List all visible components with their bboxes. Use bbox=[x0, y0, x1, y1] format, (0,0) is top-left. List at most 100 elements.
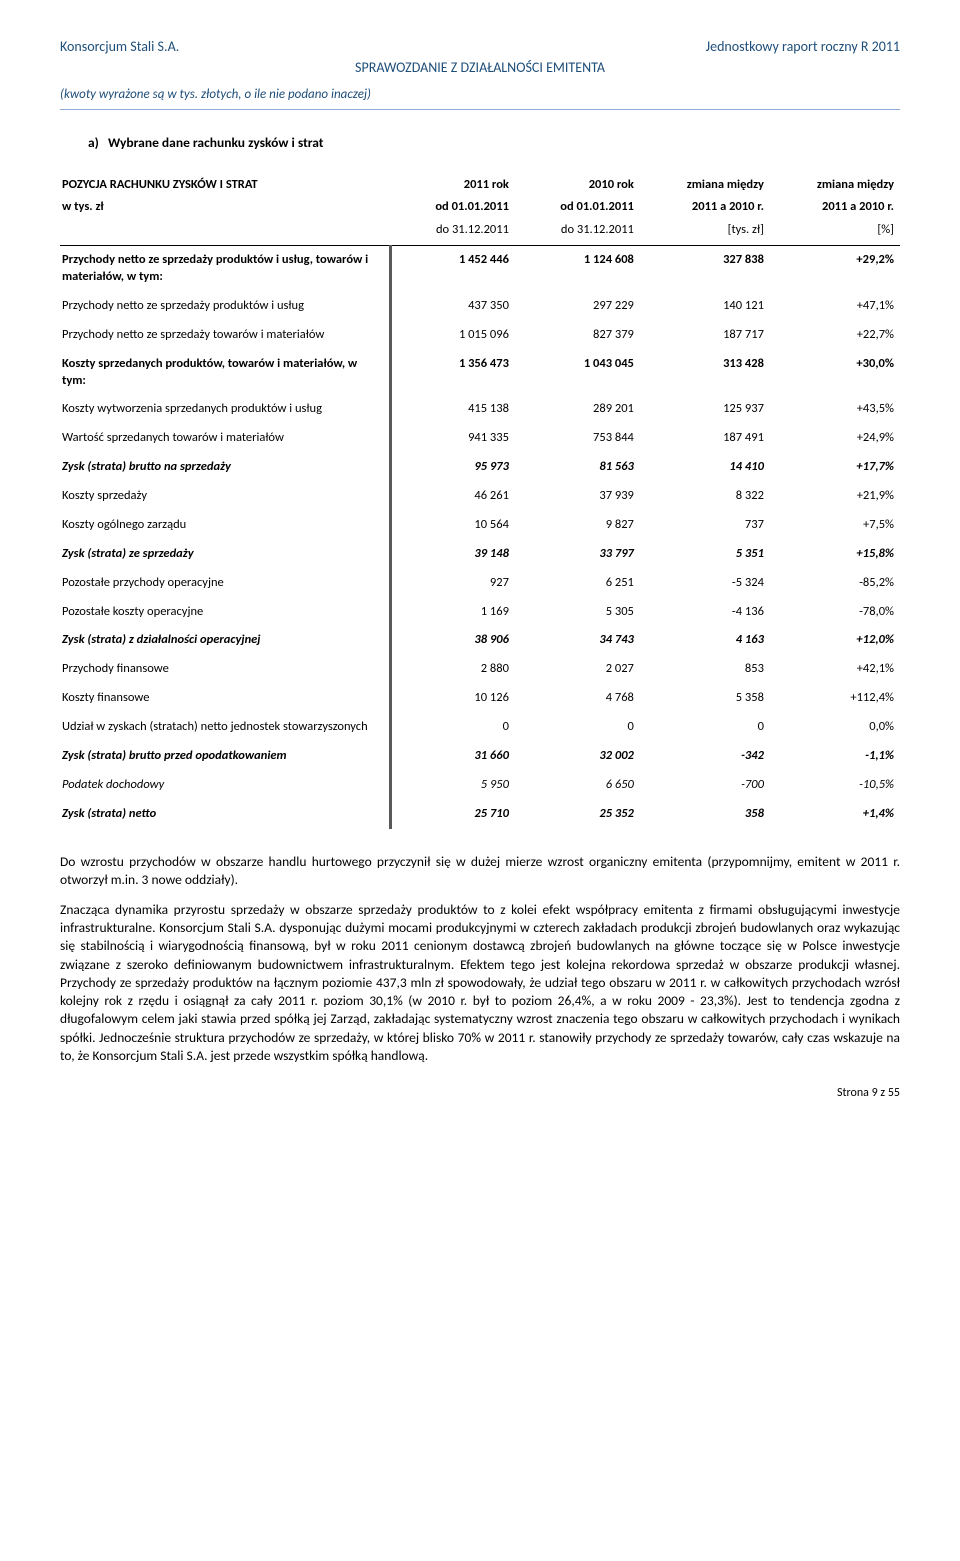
row-label: Zysk (strata) ze sprzedaży bbox=[60, 540, 390, 569]
row-value: -10,5% bbox=[770, 771, 900, 800]
row-value: 8 322 bbox=[640, 482, 770, 511]
row-label: Koszty sprzedanych produktów, towarów i … bbox=[60, 350, 390, 396]
row-value: +112,4% bbox=[770, 684, 900, 713]
table-row: Koszty sprzedaży46 26137 9398 322+21,9% bbox=[60, 482, 900, 511]
col-2010-bot: do 31.12.2011 bbox=[515, 216, 640, 245]
row-label: Przychody netto ze sprzedaży produktów i… bbox=[60, 292, 390, 321]
row-value: 1 043 045 bbox=[515, 350, 640, 396]
row-value: 32 002 bbox=[515, 742, 640, 771]
table-row: Udział w zyskach (stratach) netto jednos… bbox=[60, 713, 900, 742]
col-label-bot: w tys. zł bbox=[60, 193, 390, 216]
table-row: Przychody finansowe2 8802 027853+42,1% bbox=[60, 655, 900, 684]
row-label: Przychody netto ze sprzedaży towarów i m… bbox=[60, 321, 390, 350]
row-value: -78,0% bbox=[770, 598, 900, 627]
row-label: Koszty sprzedaży bbox=[60, 482, 390, 511]
row-label: Koszty ogólnego zarządu bbox=[60, 511, 390, 540]
row-value: 1 015 096 bbox=[390, 321, 515, 350]
row-value: 37 939 bbox=[515, 482, 640, 511]
row-value: 297 229 bbox=[515, 292, 640, 321]
table-row: Zysk (strata) brutto na sprzedaży95 9738… bbox=[60, 453, 900, 482]
row-value: 25 352 bbox=[515, 800, 640, 829]
header-divider bbox=[60, 109, 900, 110]
row-value: +47,1% bbox=[770, 292, 900, 321]
col-diff-abs-top: zmiana między bbox=[640, 171, 770, 194]
row-value: 1 124 608 bbox=[515, 246, 640, 292]
table-row: Zysk (strata) z działalności operacyjnej… bbox=[60, 626, 900, 655]
row-value: 6 251 bbox=[515, 569, 640, 598]
row-value: 927 bbox=[390, 569, 515, 598]
row-label: Koszty wytworzenia sprzedanych produktów… bbox=[60, 395, 390, 424]
row-value: 38 906 bbox=[390, 626, 515, 655]
row-value: 46 261 bbox=[390, 482, 515, 511]
col-label-top: POZYCJA RACHUNKU ZYSKÓW I STRAT bbox=[60, 171, 390, 194]
table-row: Podatek dochodowy5 9506 650-700-10,5% bbox=[60, 771, 900, 800]
row-value: +21,9% bbox=[770, 482, 900, 511]
section-letter: a) bbox=[88, 134, 99, 151]
col-2011-top: 2011 rok bbox=[390, 171, 515, 194]
row-value: 25 710 bbox=[390, 800, 515, 829]
col-diff-pct-mid: 2011 a 2010 r. bbox=[770, 193, 900, 216]
row-label: Przychody finansowe bbox=[60, 655, 390, 684]
row-value: 125 937 bbox=[640, 395, 770, 424]
table-row: Zysk (strata) ze sprzedaży39 14833 7975 … bbox=[60, 540, 900, 569]
row-value: 140 121 bbox=[640, 292, 770, 321]
col-diff-pct-top: zmiana między bbox=[770, 171, 900, 194]
row-value: -342 bbox=[640, 742, 770, 771]
row-value: 415 138 bbox=[390, 395, 515, 424]
col-2010-top: 2010 rok bbox=[515, 171, 640, 194]
row-label: Koszty finansowe bbox=[60, 684, 390, 713]
row-value: 313 428 bbox=[640, 350, 770, 396]
row-value: +29,2% bbox=[770, 246, 900, 292]
row-value: 5 305 bbox=[515, 598, 640, 627]
paragraph-2: Znacząca dynamika przyrostu sprzedaży w … bbox=[60, 901, 900, 1065]
income-statement-table: POZYCJA RACHUNKU ZYSKÓW I STRAT 2011 rok… bbox=[60, 171, 900, 829]
row-value: 4 768 bbox=[515, 684, 640, 713]
row-value: -700 bbox=[640, 771, 770, 800]
row-value: 39 148 bbox=[390, 540, 515, 569]
row-value: +24,9% bbox=[770, 424, 900, 453]
col-empty bbox=[60, 216, 390, 245]
row-value: 187 717 bbox=[640, 321, 770, 350]
row-value: 1 356 473 bbox=[390, 350, 515, 396]
table-row: Przychody netto ze sprzedaży produktów i… bbox=[60, 292, 900, 321]
row-value: +7,5% bbox=[770, 511, 900, 540]
table-row: Przychody netto ze sprzedaży towarów i m… bbox=[60, 321, 900, 350]
row-value: 0 bbox=[640, 713, 770, 742]
row-value: 0 bbox=[515, 713, 640, 742]
row-value: 10 126 bbox=[390, 684, 515, 713]
row-value: 1 452 446 bbox=[390, 246, 515, 292]
row-value: 14 410 bbox=[640, 453, 770, 482]
row-value: -5 324 bbox=[640, 569, 770, 598]
row-value: 5 351 bbox=[640, 540, 770, 569]
row-value: 327 838 bbox=[640, 246, 770, 292]
row-value: 827 379 bbox=[515, 321, 640, 350]
row-label: Zysk (strata) z działalności operacyjnej bbox=[60, 626, 390, 655]
row-value: 0 bbox=[390, 713, 515, 742]
col-diff-abs-bot: [tys. zł] bbox=[640, 216, 770, 245]
row-value: 187 491 bbox=[640, 424, 770, 453]
section-name: Wybrane dane rachunku zysków i strat bbox=[108, 134, 323, 151]
row-value: +15,8% bbox=[770, 540, 900, 569]
row-value: 5 950 bbox=[390, 771, 515, 800]
row-value: +1,4% bbox=[770, 800, 900, 829]
row-value: 10 564 bbox=[390, 511, 515, 540]
table-row: Zysk (strata) netto25 71025 352358+1,4% bbox=[60, 800, 900, 829]
paragraph-1: Do wzrostu przychodów w obszarze handlu … bbox=[60, 853, 900, 889]
row-label: Zysk (strata) brutto przed opodatkowanie… bbox=[60, 742, 390, 771]
row-value: +17,7% bbox=[770, 453, 900, 482]
row-value: +30,0% bbox=[770, 350, 900, 396]
row-value: 1 169 bbox=[390, 598, 515, 627]
row-value: 358 bbox=[640, 800, 770, 829]
col-diff-abs-mid: 2011 a 2010 r. bbox=[640, 193, 770, 216]
row-value: 6 650 bbox=[515, 771, 640, 800]
row-value: 33 797 bbox=[515, 540, 640, 569]
row-value: 4 163 bbox=[640, 626, 770, 655]
row-value: 81 563 bbox=[515, 453, 640, 482]
row-label: Zysk (strata) netto bbox=[60, 800, 390, 829]
row-label: Podatek dochodowy bbox=[60, 771, 390, 800]
row-value: -4 136 bbox=[640, 598, 770, 627]
table-row: Pozostałe koszty operacyjne1 1695 305-4 … bbox=[60, 598, 900, 627]
row-value: 0,0% bbox=[770, 713, 900, 742]
row-value: -1,1% bbox=[770, 742, 900, 771]
table-row: Koszty finansowe10 1264 7685 358+112,4% bbox=[60, 684, 900, 713]
